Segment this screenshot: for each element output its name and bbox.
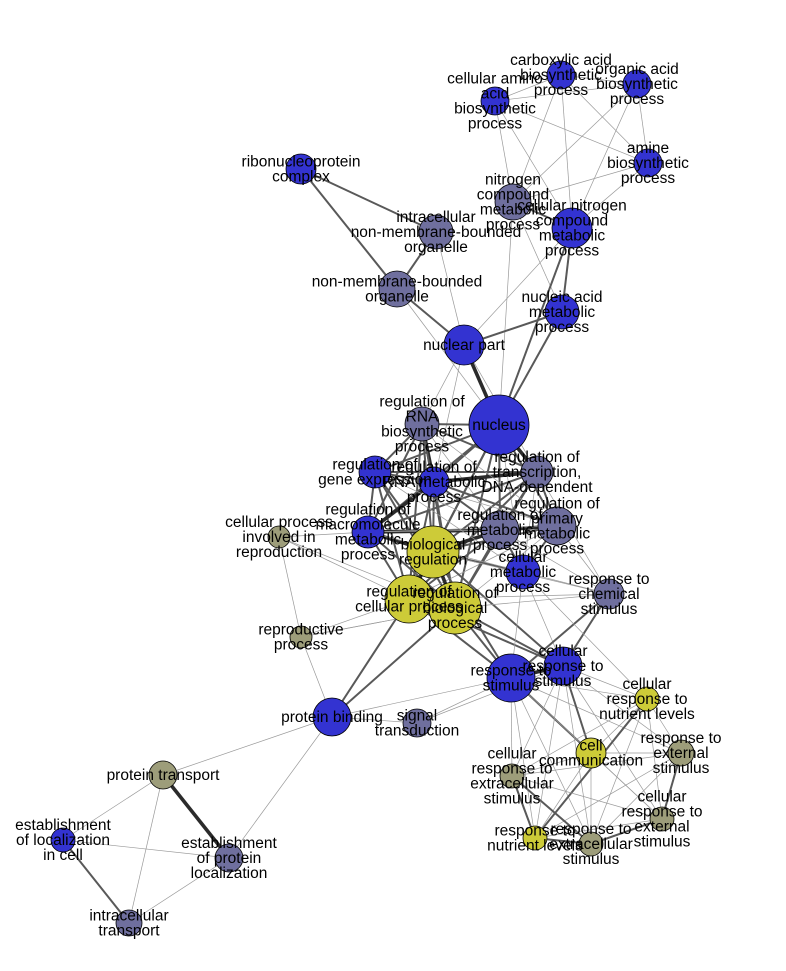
svg-text:protein binding: protein binding	[281, 709, 383, 726]
svg-text:nucleus: nucleus	[472, 417, 526, 434]
svg-text:nuclear part: nuclear part	[423, 337, 506, 354]
svg-text:protein transport: protein transport	[107, 767, 221, 784]
